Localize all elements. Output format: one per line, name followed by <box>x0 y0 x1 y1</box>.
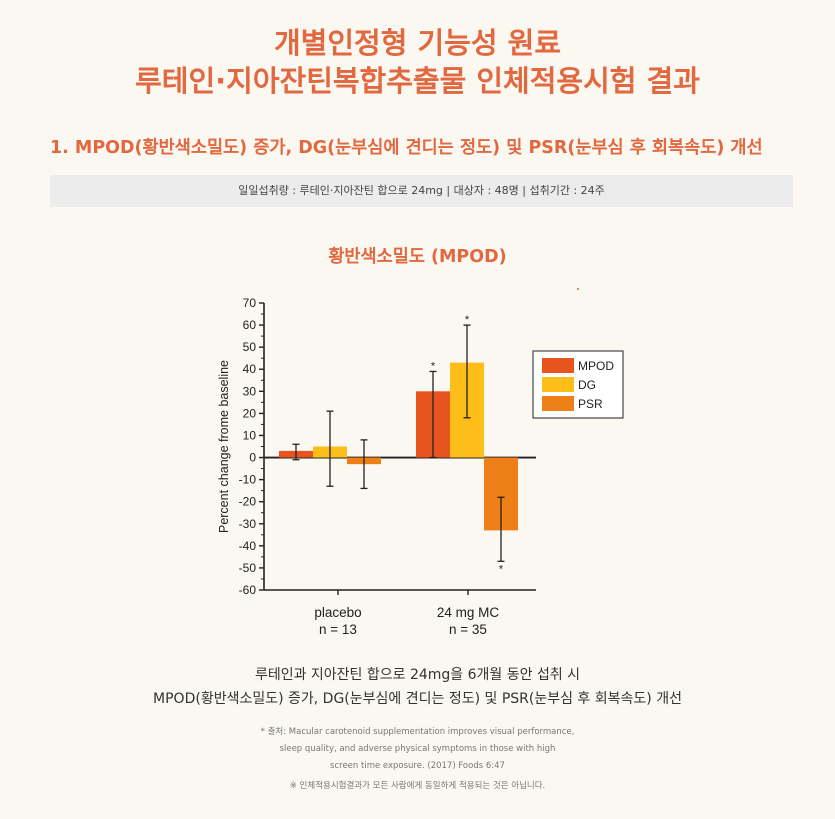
page-title-line1: 개별인정형 기능성 원료 <box>274 26 561 60</box>
decorative-dot <box>577 288 579 290</box>
legend-label-mpod: MPOD <box>578 359 614 373</box>
legend-swatch-dg <box>542 377 574 392</box>
study-info-bar: 일일섭취량 : 루테인·지아잔틴 합으로 24mg | 대상자 : 48명 | … <box>50 175 793 207</box>
y-tick-label: 50 <box>243 340 257 354</box>
y-tick-label: 60 <box>243 318 257 332</box>
y-tick-label: -10 <box>239 473 257 487</box>
y-tick-label: 20 <box>243 406 257 420</box>
y-tick-label: 40 <box>243 362 257 376</box>
y-tick-label: -50 <box>239 561 257 575</box>
source-line3: screen time exposure. (2017) Foods 6:47 <box>330 761 505 771</box>
significance-marker: * <box>499 563 504 575</box>
result-caption-line2: MPOD(황반색소밀도) 증가, DG(눈부심에 견디는 정도) 및 PSR(눈… <box>153 691 682 707</box>
legend-swatch-psr <box>542 396 574 411</box>
x-category-n-label: n = 13 <box>319 622 357 637</box>
x-category-n-label: n = 35 <box>449 622 487 637</box>
y-axis-label: Percent change frome baseline <box>217 360 231 533</box>
y-tick-label: 10 <box>243 428 257 442</box>
legend-label-psr: PSR <box>578 397 603 411</box>
y-tick-label: 30 <box>243 384 257 398</box>
source-line2: sleep quality, and adverse physical symp… <box>279 744 556 754</box>
disclaimer-note: ※ 인체적용시험결과가 모든 사람에게 동일하게 적용되는 것은 아닙니다. <box>289 781 546 791</box>
significance-marker: * <box>465 314 470 326</box>
y-tick-label: 70 <box>243 296 257 310</box>
significance-marker: * <box>431 360 436 372</box>
x-category-label: 24 mg MC <box>437 605 500 620</box>
x-category-label: placebo <box>314 605 361 620</box>
legend-label-dg: DG <box>578 378 596 392</box>
source-line1: * 출처: Macular carotenoid supplementation… <box>260 727 575 737</box>
y-tick-label: -20 <box>239 495 257 509</box>
section-heading: 1. MPOD(황반색소밀도) 증가, DG(눈부심에 견디는 정도) 및 PS… <box>50 138 763 158</box>
y-tick-label: 0 <box>249 451 256 465</box>
y-tick-label: -60 <box>239 583 257 597</box>
legend-swatch-mpod <box>542 358 574 373</box>
y-tick-label: -40 <box>239 539 257 553</box>
y-tick-label: -30 <box>239 517 257 531</box>
page-title-line2: 루테인·지아잔틴복합추출물 인체적용시험 결과 <box>135 64 700 98</box>
chart-heading: 황반색소밀도 (MPOD) <box>328 247 507 267</box>
result-caption-line1: 루테인과 지아잔틴 합으로 24mg을 6개월 동안 섭취 시 <box>254 667 581 683</box>
